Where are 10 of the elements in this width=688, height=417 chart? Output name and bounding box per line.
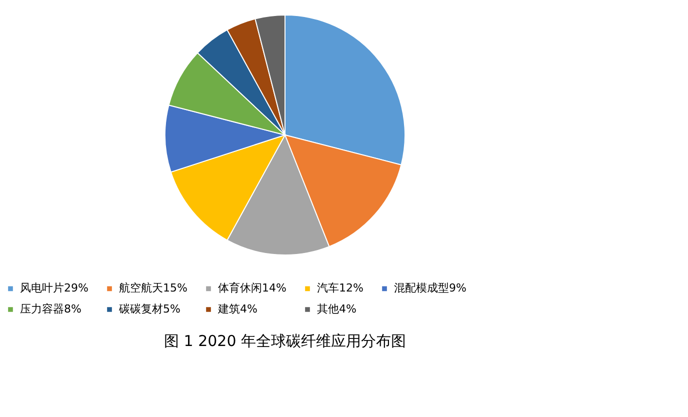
legend-label: 建筑4% — [217, 302, 258, 316]
legend-label: 汽车12% — [317, 282, 364, 295]
legend-label: 风电叶片29% — [20, 282, 88, 295]
legend-label: 碳碳复材5% — [118, 302, 180, 316]
text: 图 1 2020 年全球碳纤维应用分布图 — [164, 332, 406, 350]
legend-label: 体育休闲14% — [218, 282, 286, 295]
legend-label: 压力容器8% — [20, 302, 82, 316]
legend-label: 混配模成型9% — [394, 282, 466, 295]
legend-label: 航空航天15% — [119, 282, 188, 295]
legend-label: 其他4% — [317, 302, 356, 316]
